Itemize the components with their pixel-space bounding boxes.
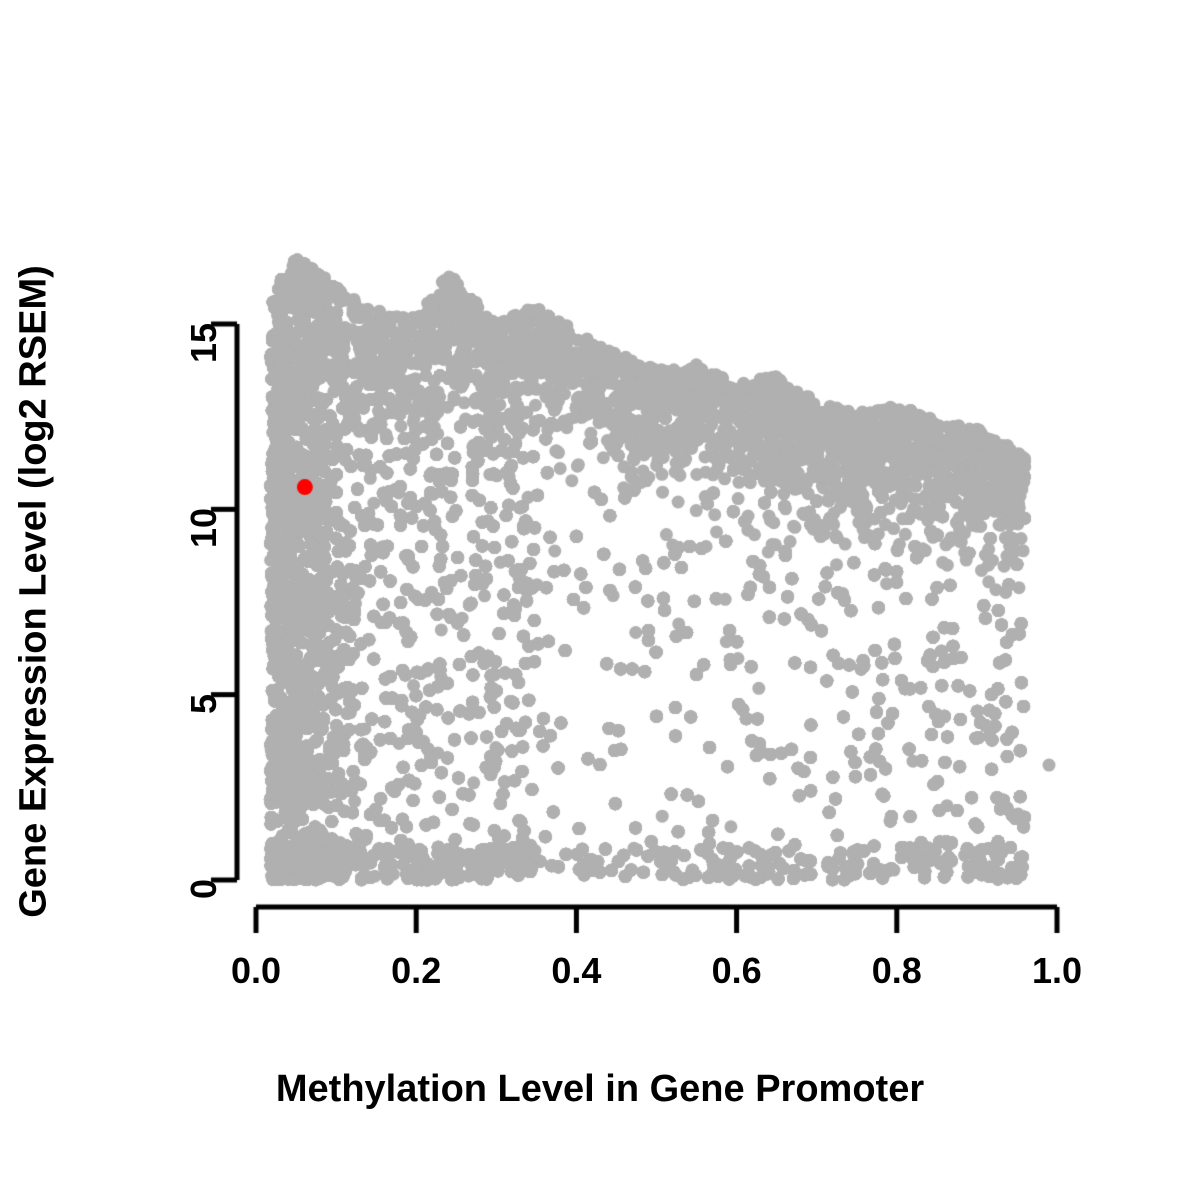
y-tick-label: 10 [183,508,224,549]
y-tick-label: 5 [183,693,224,714]
x-tick-label: 0.0 [230,950,282,991]
y-axis-title: Gene Expression Level (log2 RSEM) [12,265,55,918]
x-tick-label: 1.0 [1031,950,1083,991]
x-axis-title: Methylation Level in Gene Promoter [275,1068,925,1110]
x-tick-label: 0.4 [551,950,602,991]
x-tick-label: 0.2 [391,950,442,991]
x-tick-label: 0.8 [871,950,922,991]
y-tick-label: 0 [183,879,224,900]
y-tick-label: 15 [183,323,224,364]
x-tick-label: 0.6 [711,950,762,991]
